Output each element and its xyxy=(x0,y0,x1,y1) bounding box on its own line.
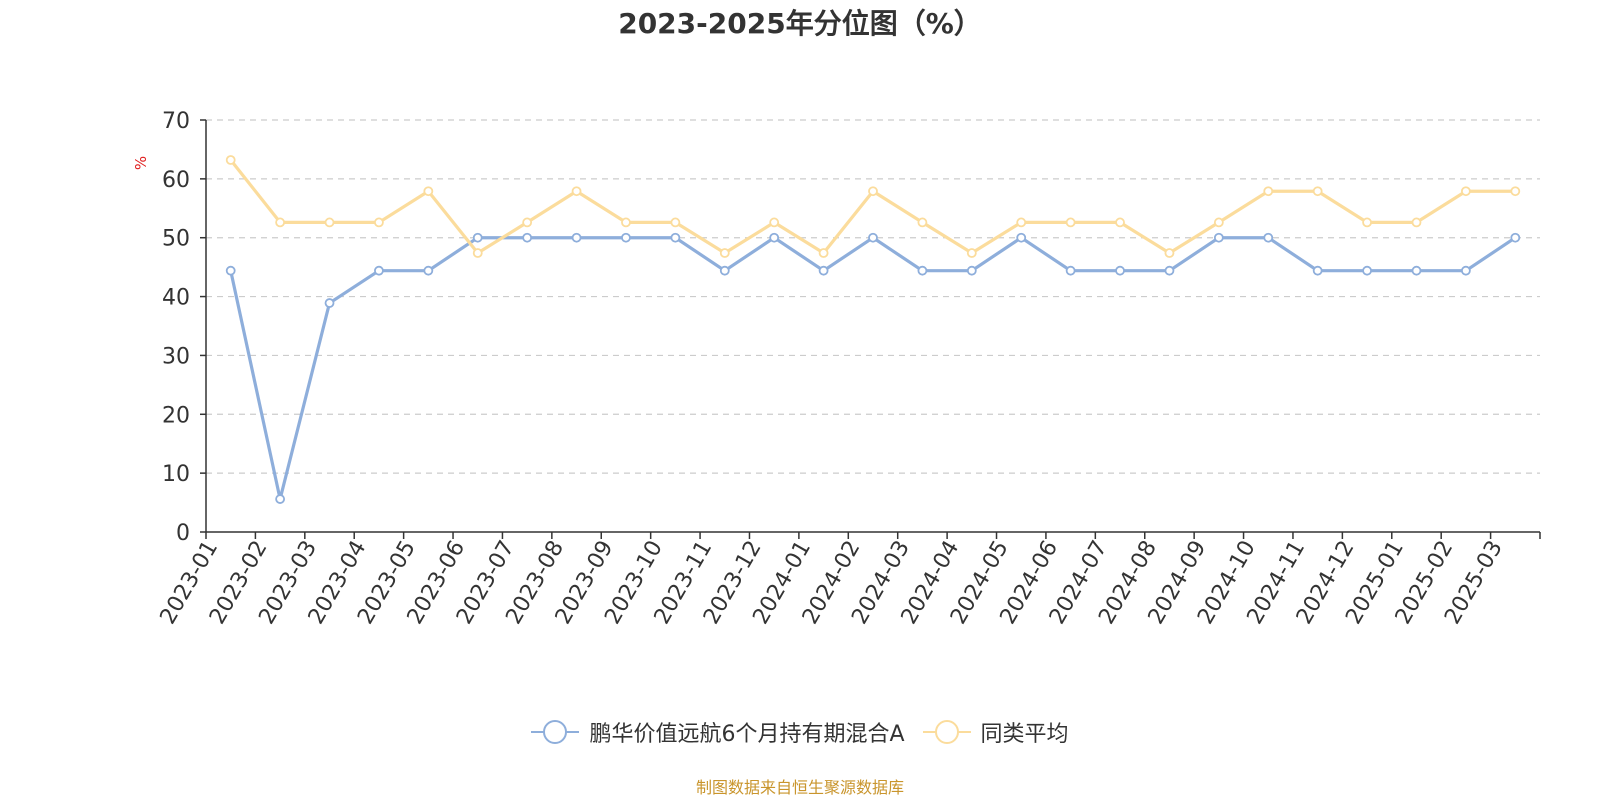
source-note: 制图数据来自恒生聚源数据库 xyxy=(695,778,904,797)
series-line-fund xyxy=(229,236,1517,501)
legend: 鹏华价值远航6个月持有期混合A 同类平均 xyxy=(0,716,1600,748)
data-point-fund[interactable] xyxy=(966,265,977,276)
y-tick-label: 10 xyxy=(162,462,190,487)
data-point-peer-average[interactable] xyxy=(917,217,928,228)
data-point-peer-average[interactable] xyxy=(1312,186,1323,197)
data-point-fund[interactable] xyxy=(423,265,434,276)
data-point-peer-average[interactable] xyxy=(1115,217,1125,228)
legend-item-peer-average[interactable]: 同类平均 xyxy=(922,716,1069,748)
data-point-fund[interactable] xyxy=(1411,265,1422,276)
data-point-fund[interactable] xyxy=(225,265,236,276)
data-point-peer-average[interactable] xyxy=(1213,217,1224,228)
data-point-fund[interactable] xyxy=(522,232,533,243)
data-point-peer-average[interactable] xyxy=(818,248,829,258)
data-point-fund[interactable] xyxy=(818,265,829,276)
data-point-peer-average[interactable] xyxy=(621,217,631,228)
data-point-peer-average[interactable] xyxy=(324,217,335,228)
data-point-peer-average[interactable] xyxy=(571,186,582,197)
data-point-peer-average[interactable] xyxy=(1510,186,1521,197)
legend-swatch-fund xyxy=(531,720,580,744)
data-point-fund[interactable] xyxy=(769,232,780,243)
data-point-fund[interactable] xyxy=(1362,265,1372,276)
data-point-peer-average[interactable] xyxy=(423,186,434,197)
data-point-peer-average[interactable] xyxy=(374,217,384,228)
data-point-peer-average[interactable] xyxy=(1362,217,1372,228)
data-point-fund[interactable] xyxy=(917,265,928,276)
data-point-peer-average[interactable] xyxy=(1263,186,1274,197)
data-point-fund[interactable] xyxy=(1263,232,1274,243)
y-tick-labels: 0 10 20 30 40 50 60 70 xyxy=(162,109,190,546)
chart-title: 2023-2025年分位图（%） xyxy=(618,7,982,40)
grid-lines xyxy=(206,119,1540,474)
data-point-peer-average[interactable] xyxy=(1016,217,1027,228)
data-point-fund[interactable] xyxy=(571,232,582,243)
y-tick-label: 20 xyxy=(162,403,190,428)
data-point-fund[interactable] xyxy=(670,232,681,243)
data-point-fund[interactable] xyxy=(868,232,878,243)
data-point-peer-average[interactable] xyxy=(670,217,681,228)
data-point-peer-average[interactable] xyxy=(1411,217,1422,228)
legend-item-fund[interactable]: 鹏华价值远航6个月持有期混合A xyxy=(531,716,905,748)
data-point-fund[interactable] xyxy=(324,298,335,308)
y-tick-label: 40 xyxy=(162,286,190,311)
data-point-fund[interactable] xyxy=(275,494,286,504)
data-point-fund[interactable] xyxy=(1510,232,1521,243)
data-point-fund[interactable] xyxy=(1213,232,1224,243)
data-point-fund[interactable] xyxy=(1460,265,1471,276)
data-point-peer-average[interactable] xyxy=(472,248,483,258)
data-point-fund[interactable] xyxy=(1065,265,1076,276)
legend-label-fund: 鹏华价值远航6个月持有期混合A xyxy=(589,722,905,747)
axes xyxy=(200,119,1541,539)
data-point-peer-average[interactable] xyxy=(769,217,780,228)
data-point-fund[interactable] xyxy=(1115,265,1125,276)
data-point-fund[interactable] xyxy=(472,232,483,243)
data-point-fund[interactable] xyxy=(621,232,631,243)
legend-swatch-peer-average xyxy=(922,720,971,744)
data-point-fund[interactable] xyxy=(1164,265,1175,276)
y-axis-unit-label: % xyxy=(132,156,150,170)
data-point-peer-average[interactable] xyxy=(1460,186,1471,197)
legend-label-peer-average: 同类平均 xyxy=(980,722,1069,747)
data-point-peer-average[interactable] xyxy=(275,217,286,228)
data-point-peer-average[interactable] xyxy=(868,186,878,197)
y-tick-label: 70 xyxy=(162,109,190,134)
y-tick-label: 30 xyxy=(162,344,190,369)
data-point-peer-average[interactable] xyxy=(1164,248,1175,258)
x-tick-labels: 2023-012023-022023-032023-042023-052023-… xyxy=(156,537,1508,629)
data-point-fund[interactable] xyxy=(1312,265,1323,276)
data-point-peer-average[interactable] xyxy=(966,248,977,258)
data-point-fund[interactable] xyxy=(719,265,730,276)
data-point-peer-average[interactable] xyxy=(719,248,730,258)
series-lines xyxy=(225,155,1521,504)
y-tick-label: 0 xyxy=(176,521,190,546)
data-point-fund[interactable] xyxy=(374,265,384,276)
data-point-peer-average[interactable] xyxy=(1065,217,1076,228)
data-point-peer-average[interactable] xyxy=(225,155,236,165)
data-point-peer-average[interactable] xyxy=(522,217,533,228)
y-tick-label: 50 xyxy=(162,227,190,252)
data-point-fund[interactable] xyxy=(1016,232,1027,243)
y-tick-label: 60 xyxy=(162,168,190,193)
